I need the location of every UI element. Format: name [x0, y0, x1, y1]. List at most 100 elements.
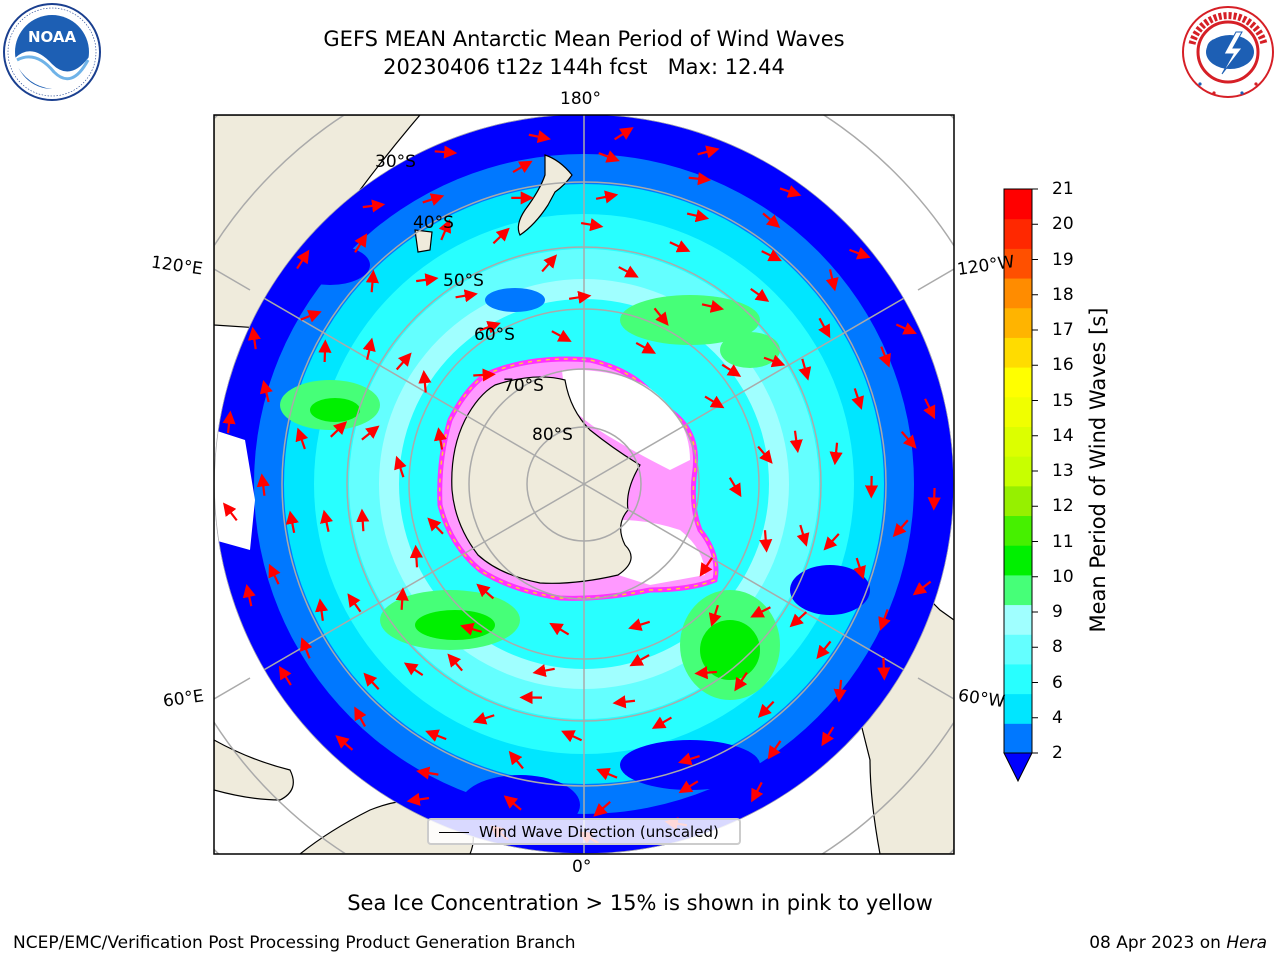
colorbar-tick-label: 12 — [1052, 496, 1074, 517]
wind-wave-arrow — [628, 618, 651, 631]
wind-wave-arrow — [551, 329, 572, 342]
colorbar-swatch — [1004, 693, 1032, 724]
colorbar-swatch — [1004, 367, 1032, 398]
wind-wave-arrow — [669, 240, 691, 253]
colorbar-swatch — [1004, 604, 1032, 635]
wind-wave-arrow — [320, 509, 333, 533]
lon-label-0: 0° — [572, 857, 592, 877]
lat-label-80s: 80°S — [532, 425, 573, 445]
wind-wave-arrow — [708, 604, 722, 627]
lat-label-70s: 70°S — [503, 376, 544, 396]
wind-wave-arrow — [528, 130, 551, 144]
wind-wave-arrow — [395, 352, 412, 371]
wind-wave-arrow — [541, 254, 558, 273]
wind-wave-arrow — [492, 227, 510, 245]
wind-wave-arrow — [892, 519, 909, 538]
wind-wave-arrow — [821, 726, 835, 747]
wind-wave-arrow — [476, 583, 495, 600]
wind-wave-arrow — [878, 609, 891, 631]
wind-wave-arrow — [701, 299, 725, 313]
wind-wave-arrow — [833, 679, 847, 703]
wind-wave-arrow — [447, 653, 463, 672]
colorbar-swatch — [1004, 515, 1032, 546]
wind-wave-arrow — [762, 212, 781, 229]
colorbar-swatch — [1004, 248, 1032, 279]
sea-ice-note: Sea Ice Concentration > 15% is shown in … — [347, 891, 933, 915]
colorbar-tick-label: 2 — [1052, 743, 1063, 763]
colorbar-under-triangle — [1003, 752, 1033, 783]
colorbar-swatch — [1004, 189, 1032, 220]
wind-wave-arrow — [330, 421, 348, 438]
wind-wave-arrow — [242, 584, 256, 607]
colorbar-swatch — [1004, 337, 1032, 368]
gridlines — [214, 115, 954, 854]
wind-wave-arrow — [927, 487, 941, 511]
colorbar-tick-label: 9 — [1052, 602, 1063, 622]
wind-wave-arrow — [472, 711, 495, 725]
wind-wave-arrow — [829, 442, 843, 466]
wind-wave-arrow — [912, 580, 932, 596]
wind-wave-arrow — [318, 339, 332, 363]
wind-wave-arrow — [678, 752, 700, 766]
wind-wave-arrow — [635, 341, 657, 354]
wind-wave-arrow — [434, 145, 458, 159]
wind-wave-arrow — [416, 273, 439, 287]
colorbar — [1003, 188, 1038, 783]
wind-wave-arrow — [697, 145, 720, 159]
wind-wave-arrow — [295, 427, 309, 450]
madagascar-land — [214, 739, 294, 801]
wind-wave-arrow — [247, 326, 261, 350]
wind-wave-arrow — [361, 425, 380, 441]
colorbar-tick-label: 20 — [1052, 214, 1074, 235]
colorbar-swatch — [1004, 545, 1032, 576]
wind-wave-arrow — [223, 502, 238, 522]
wind-wave-arrow — [796, 524, 810, 547]
wind-wave-arrow — [455, 289, 478, 303]
wind-wave-arrow — [757, 700, 775, 718]
colorbar-swatch — [1004, 634, 1032, 665]
wind-wave-arrow — [296, 249, 310, 270]
colorbar-tick-label: 15 — [1052, 390, 1074, 411]
wind-wave-arrow — [512, 160, 533, 174]
wind-wave-arrow — [362, 337, 376, 360]
wind-wave-arrow — [618, 265, 639, 278]
wind-wave-arrow — [259, 380, 273, 403]
lat-label-40s: 40°S — [413, 213, 454, 233]
colorbar-tick-label: 16 — [1052, 355, 1074, 376]
wind-wave-arrow — [347, 593, 362, 613]
tasmania-land — [414, 229, 433, 253]
wind-wave-arrow — [851, 388, 864, 410]
wind-wave-arrow — [363, 672, 380, 691]
outer-graticule — [214, 115, 954, 854]
filchner-ice-shelf — [618, 520, 705, 585]
wind-wave-arrow — [612, 695, 636, 709]
wind-wave-arrow — [403, 662, 424, 677]
wind-wave-arrow — [300, 310, 322, 323]
wind-wave-arrow — [789, 611, 808, 628]
wind-wave-arrow — [256, 473, 270, 496]
colorbar-swatch — [1004, 574, 1032, 606]
colorbar-swatch — [1004, 723, 1032, 754]
antarctica-land — [451, 376, 641, 584]
noaa-logo: NOAA — [3, 3, 101, 101]
colorbar-swatch — [1004, 278, 1032, 309]
footer-credit: NCEP/EMC/Verification Post Processing Pr… — [13, 933, 576, 953]
wind-wave-arrow — [750, 287, 770, 302]
wind-wave-arrow — [721, 363, 742, 377]
colorbar-tick-label: 17 — [1052, 320, 1074, 340]
wind-wave-arrow — [460, 622, 483, 636]
wind-wave-arrow — [878, 346, 891, 368]
chart-subtitle: 20230406 t12z 144h fcst Max: 12.44 — [383, 55, 785, 79]
colorbar-tick-label: 4 — [1052, 707, 1063, 728]
wind-wave-arrow — [651, 716, 672, 729]
footer-date: 08 Apr 2023 on Hera — [1089, 933, 1267, 953]
colorbar-swatch — [1004, 663, 1032, 695]
lat-label-30s: 30°S — [375, 152, 416, 172]
wind-wave-arrow — [877, 658, 891, 681]
wind-wave-arrow — [299, 637, 313, 659]
wind-wave-arrow — [595, 190, 619, 204]
wind-wave-arrow — [923, 398, 936, 420]
colorbar-swatch — [1004, 307, 1032, 338]
noaa-logo-text: NOAA — [28, 28, 77, 46]
wind-wave-arrow — [268, 563, 281, 585]
